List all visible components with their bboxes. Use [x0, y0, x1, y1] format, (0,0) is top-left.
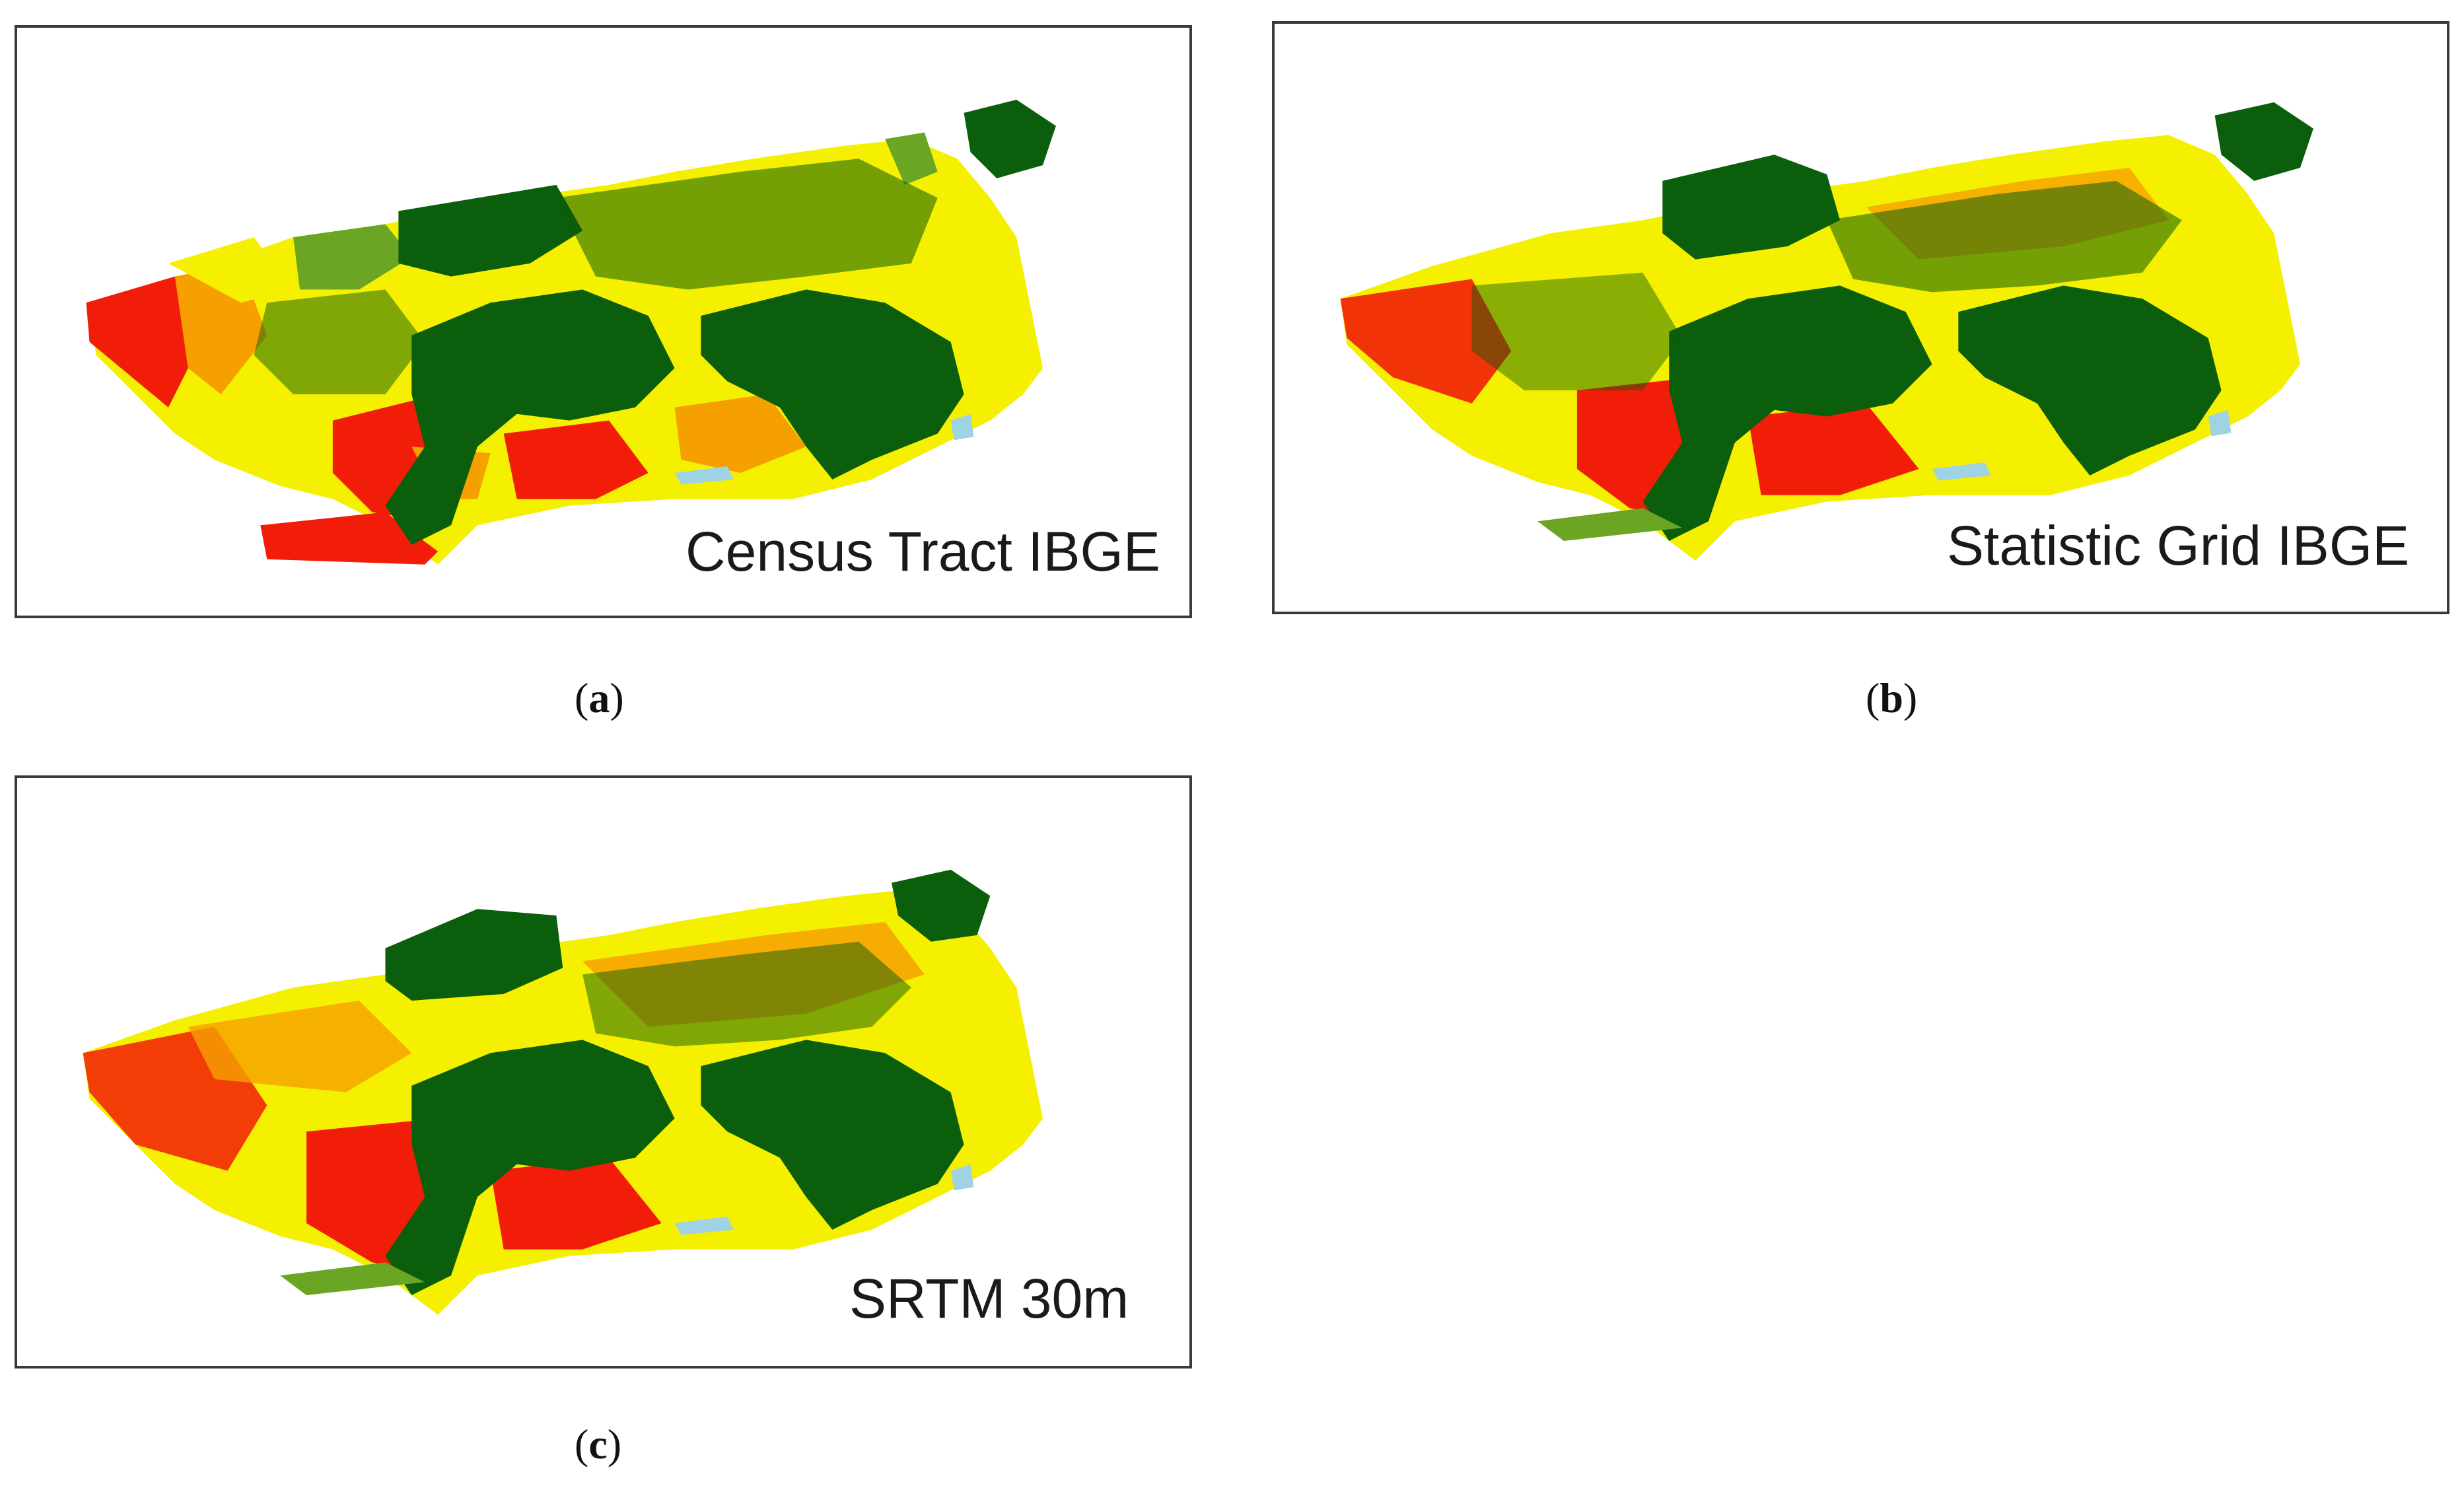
map-statistic-grid — [1340, 102, 2313, 561]
map-census-tract — [86, 100, 1056, 565]
orange-zone-west — [188, 1000, 412, 1092]
forest-tijuca — [1958, 285, 2222, 476]
map-panel-c: SRTM 30m — [15, 775, 1192, 1369]
forest-pedra-branca — [385, 289, 675, 545]
map-panel-b: Statistic Grid IBGE — [1272, 21, 2449, 614]
mixed-zone-west — [1471, 272, 1683, 391]
forest-north-block — [1662, 155, 1841, 260]
lagoon-2 — [950, 413, 974, 441]
lagoon-2 — [2208, 409, 2232, 437]
red-zone-coast — [490, 1157, 662, 1250]
light-green-north — [293, 224, 412, 290]
forest-ne-island — [964, 100, 1056, 178]
red-zone-west — [1340, 279, 1512, 404]
forest-ne-island — [892, 869, 991, 942]
lagoon-2 — [950, 1164, 974, 1191]
forest-north-block — [385, 909, 563, 1001]
caption-letter-a: a — [588, 674, 610, 721]
red-zone-coast — [1747, 403, 1919, 495]
forest-north-block — [398, 184, 583, 277]
yellow-zone-nw — [168, 237, 294, 303]
mixed-zone-north — [582, 941, 911, 1047]
lagoon-1 — [674, 1217, 734, 1235]
mixed-zone-north — [556, 159, 938, 290]
caption-a: (a) — [575, 674, 624, 721]
mixed-zone-west — [254, 289, 425, 395]
red-strip-south — [260, 512, 439, 565]
caption-letter-c: c — [588, 1421, 608, 1468]
caption-c: (c) — [575, 1421, 622, 1468]
lagoon-1 — [1932, 462, 1992, 481]
map-srtm — [83, 869, 1043, 1315]
red-zone-west — [86, 276, 188, 408]
light-green-ne — [885, 132, 938, 185]
map-label-b: Statistic Grid IBGE — [1947, 515, 2410, 577]
forest-tijuca — [701, 1040, 964, 1230]
forest-pedra-branca — [385, 1040, 675, 1295]
red-zone-coast — [503, 420, 649, 499]
mixed-zone-north — [1827, 180, 2182, 293]
light-green-strip — [280, 1262, 425, 1295]
lagoon-1 — [674, 466, 734, 485]
map-panel-a: Census Tract IBGE — [15, 25, 1192, 618]
caption-letter-b: b — [1880, 674, 1903, 721]
light-green-strip — [1537, 508, 1683, 541]
forest-pedra-branca — [1642, 285, 1932, 541]
map-label-a: Census Tract IBGE — [686, 520, 1160, 583]
forest-ne-island — [2214, 102, 2313, 181]
orange-zone-coast — [674, 394, 806, 473]
forest-tijuca — [701, 289, 964, 480]
map-label-c: SRTM 30m — [849, 1267, 1129, 1330]
caption-b: (b) — [1866, 674, 1918, 721]
